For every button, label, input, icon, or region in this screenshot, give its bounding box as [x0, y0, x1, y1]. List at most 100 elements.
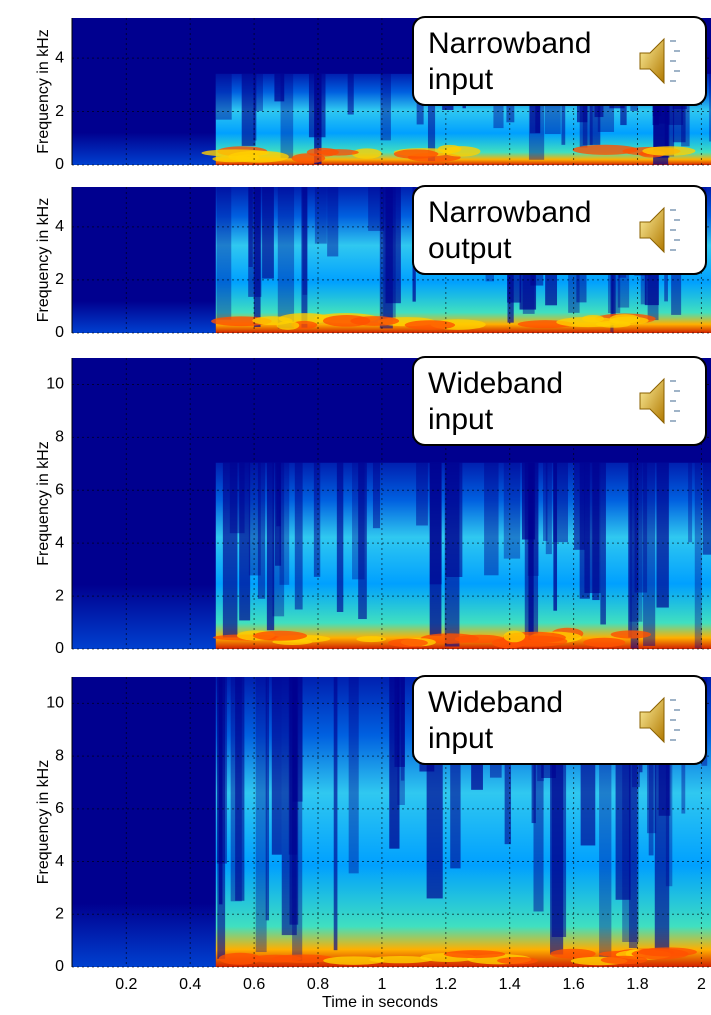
spectral-gap — [334, 677, 338, 950]
spectral-gap — [337, 463, 343, 612]
x-tick-label: 1.4 — [499, 976, 521, 993]
spectral-gap — [656, 463, 668, 608]
y-tick-label: 2 — [55, 587, 64, 604]
x-tick-label: 1.6 — [562, 976, 584, 993]
noise-floor — [72, 301, 216, 333]
spectral-gap — [373, 463, 380, 528]
spectral-gap — [249, 463, 261, 576]
spectral-gap — [348, 74, 354, 115]
spectral-gap — [281, 74, 294, 158]
spectral-gap — [256, 677, 267, 952]
annotation-text: Wideband — [428, 367, 563, 400]
spectral-gap — [223, 463, 238, 638]
spectral-gap — [504, 463, 520, 559]
noise-floor — [72, 133, 216, 165]
spectral-gap — [522, 463, 535, 540]
spectral-gap — [282, 677, 297, 935]
spectral-gap — [416, 463, 428, 526]
spectral-gap — [543, 463, 547, 541]
formant — [252, 316, 292, 325]
y-tick-label: 2 — [55, 905, 64, 922]
formant — [497, 957, 538, 964]
x-tick-label: 0.4 — [179, 976, 201, 993]
y-tick-label: 6 — [55, 481, 64, 498]
x-tick-label: 0.2 — [115, 976, 137, 993]
formant — [405, 320, 455, 329]
formant — [601, 956, 648, 964]
formant — [611, 630, 651, 638]
y-tick-label: 4 — [55, 49, 64, 66]
figure: 024Frequency in kHzNarrowbandinput024Fre… — [0, 0, 711, 1015]
y-tick-label: 4 — [55, 218, 64, 235]
annotation-text: input — [428, 403, 494, 436]
annotation-text: input — [428, 722, 494, 755]
x-tick-label: 2 — [697, 976, 706, 993]
spectral-gap — [216, 74, 232, 120]
x-axis-label: Time in seconds — [322, 994, 438, 1011]
y-axis-label: Frequency in kHz — [35, 198, 52, 323]
formant — [556, 317, 619, 327]
formant — [323, 956, 384, 965]
spectral-gap — [430, 463, 442, 636]
spectral-gap — [688, 463, 692, 542]
y-tick-label: 10 — [46, 695, 64, 712]
y-axis-label: Frequency in kHz — [35, 29, 52, 154]
spectral-gap — [446, 463, 463, 577]
spectral-gap — [278, 187, 294, 328]
y-tick-label: 0 — [55, 640, 64, 657]
y-tick-label: 8 — [55, 747, 64, 764]
x-tick-label: 1 — [377, 976, 386, 993]
formant — [642, 146, 695, 155]
y-axis-label: Frequency in kHz — [35, 441, 52, 566]
noise-floor — [72, 585, 216, 649]
spectral-gap — [553, 463, 568, 542]
y-axis-label: Frequency in kHz — [35, 760, 52, 885]
x-tick-label: 1.8 — [626, 976, 648, 993]
formant — [438, 145, 462, 153]
x-tick-label: 0.8 — [307, 976, 329, 993]
spectral-gap — [242, 74, 256, 146]
spectral-gap — [401, 677, 404, 781]
y-tick-label: 0 — [55, 958, 64, 975]
formant — [212, 156, 253, 163]
spectral-gap — [628, 463, 631, 638]
formant — [292, 153, 326, 163]
spectral-gap — [219, 677, 223, 904]
spectral-gap — [327, 187, 338, 256]
spectral-gap — [217, 187, 232, 320]
annotation-text: output — [428, 232, 512, 265]
x-tick-label: 0.6 — [243, 976, 265, 993]
formant — [388, 639, 428, 648]
formant — [350, 316, 399, 326]
formant — [253, 631, 307, 641]
spectral-gap — [303, 187, 308, 295]
y-tick-label: 4 — [55, 853, 64, 870]
spectral-gap — [592, 463, 599, 600]
y-tick-label: 10 — [46, 376, 64, 393]
noise-floor — [72, 903, 216, 967]
annotation-text: Narrowband — [428, 196, 591, 229]
formant — [444, 950, 505, 958]
spectral-gap — [262, 187, 274, 279]
y-tick-label: 4 — [55, 534, 64, 551]
annotation-text: input — [428, 63, 494, 96]
spectral-gap — [352, 463, 364, 580]
spectral-gap — [235, 677, 244, 901]
annotation-text: Wideband — [428, 686, 563, 719]
spectral-gap — [389, 677, 399, 849]
y-tick-label: 0 — [55, 324, 64, 341]
spectral-gap — [349, 677, 359, 873]
y-tick-label: 8 — [55, 429, 64, 446]
spectral-gap — [314, 463, 320, 577]
formant — [504, 631, 526, 643]
formant — [583, 638, 625, 647]
y-tick-label: 2 — [55, 271, 64, 288]
spectral-gap — [703, 463, 711, 555]
y-tick-label: 2 — [55, 103, 64, 120]
spectral-gap — [484, 463, 498, 576]
spectral-gap — [295, 463, 303, 610]
annotation-text: Narrowband — [428, 27, 591, 60]
y-tick-label: 0 — [55, 156, 64, 173]
x-tick-label: 1.2 — [435, 976, 457, 993]
spectral-gap — [275, 463, 281, 566]
